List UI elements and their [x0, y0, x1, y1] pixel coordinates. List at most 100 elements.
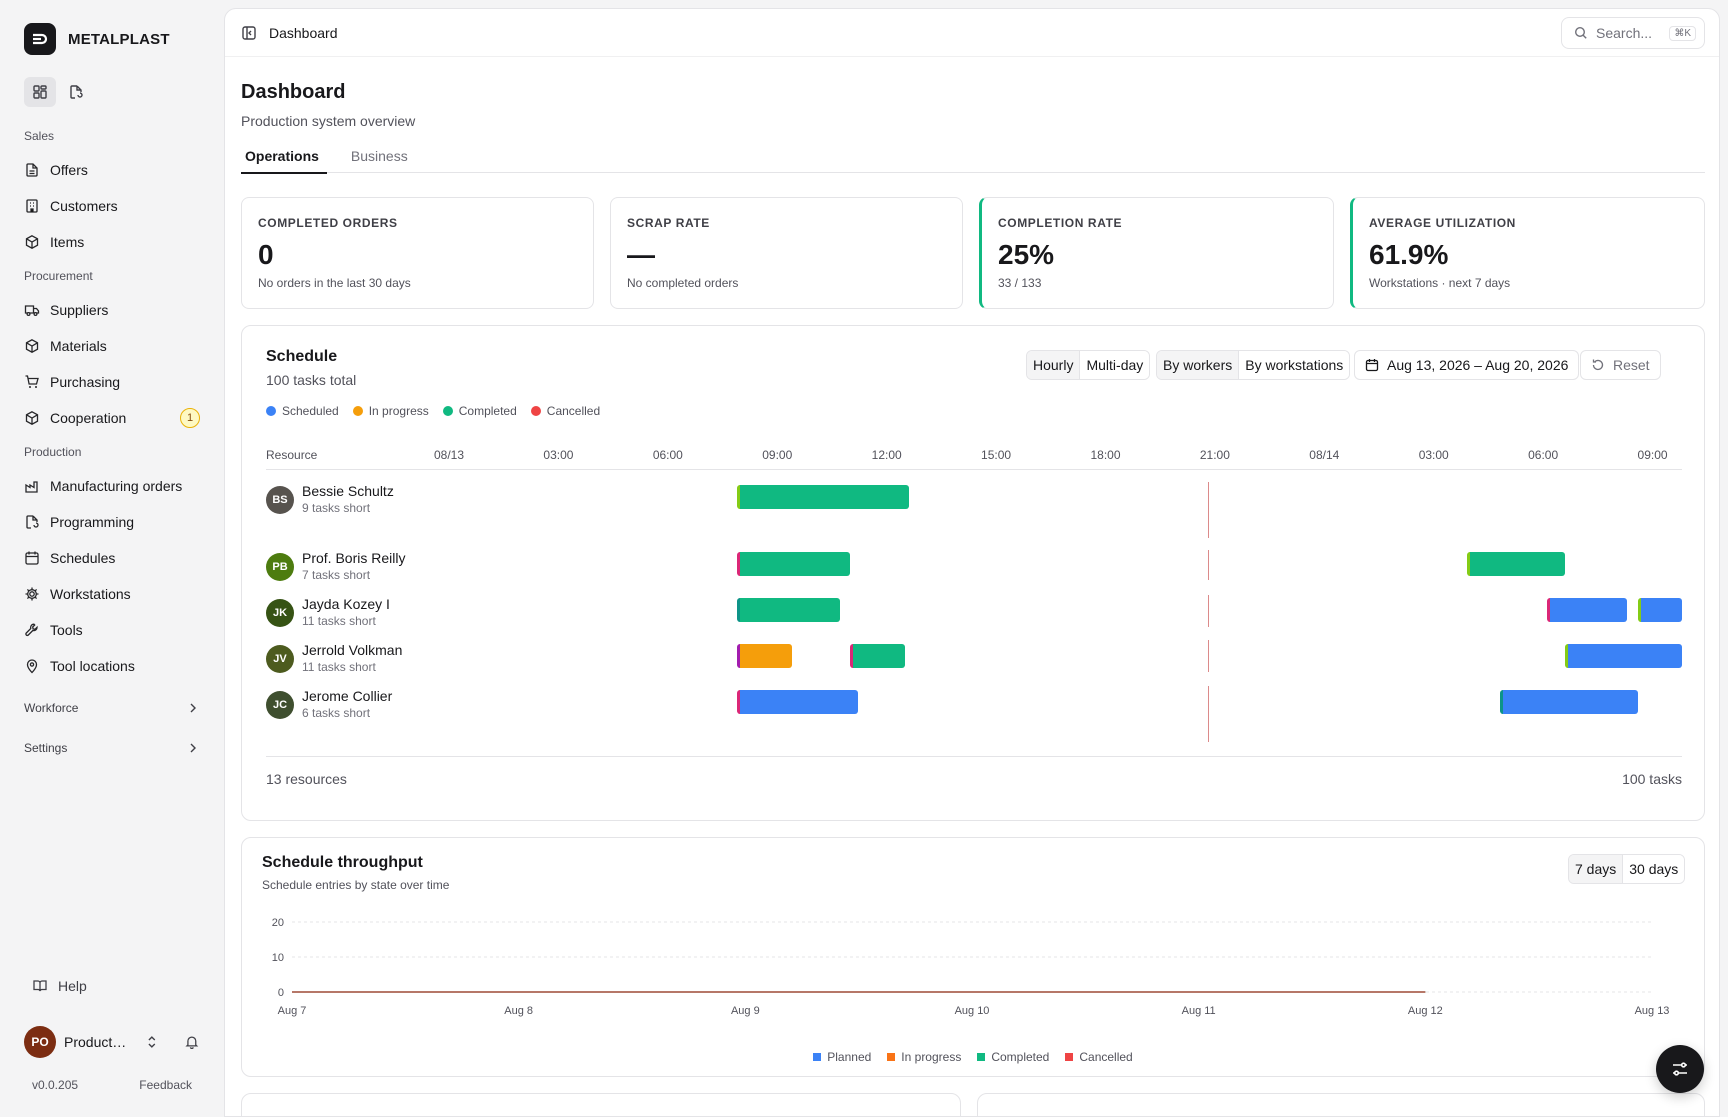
y-tick-label: 0: [278, 987, 284, 999]
dashboard-grid-button[interactable]: [24, 77, 56, 107]
task-bar-completed[interactable]: [850, 644, 906, 668]
sidebar-item-offers[interactable]: Offers: [14, 152, 210, 188]
sidebar-toggle-icon[interactable]: [241, 25, 257, 41]
kpi-label: COMPLETED ORDERS: [258, 216, 398, 230]
sidebar-item-cooperation[interactable]: Cooperation 1: [14, 400, 210, 436]
kpi-cards: COMPLETED ORDERS 0 No orders in the last 3…: [241, 197, 1705, 309]
page-subtitle: Production system overview: [241, 113, 416, 129]
sidebar-item-label: Cooperation: [50, 410, 127, 426]
date-range-picker[interactable]: Aug 13, 2026 – Aug 20, 2026: [1354, 350, 1580, 380]
sidebar-item-label: Items: [50, 234, 85, 250]
nav-section-label: Procurement: [24, 269, 93, 283]
reset-button[interactable]: Reset: [1580, 350, 1661, 380]
range-7-days[interactable]: 7 days: [1569, 855, 1624, 883]
resource-task-summary: 7 tasks short: [302, 568, 371, 582]
sidebar-item-tool-locations[interactable]: Tool locations: [14, 648, 210, 684]
task-bar-in-progress[interactable]: [737, 644, 793, 668]
file-code-icon: [26, 515, 39, 529]
search-icon: [1574, 26, 1587, 39]
tabs: Operations Business: [241, 139, 1705, 174]
sidebar-item-suppliers[interactable]: Suppliers: [14, 292, 210, 328]
kpi-value: 0: [258, 239, 274, 270]
sidebar-item-customers[interactable]: Customers: [14, 188, 210, 224]
tab-business[interactable]: Business: [350, 148, 408, 164]
date-range-label: Aug 13, 2026 – Aug 20, 2026: [1387, 357, 1569, 373]
sidebar-item-workstations[interactable]: Workstations: [14, 576, 210, 612]
user-menu[interactable]: PO Production Operator: [14, 1024, 210, 1060]
group-mode-by-workstations[interactable]: By workstations: [1239, 351, 1350, 379]
task-bar-scheduled[interactable]: [1638, 598, 1682, 622]
resource-name[interactable]: Jerrold Volkman: [302, 642, 403, 658]
breadcrumb[interactable]: Dashboard: [269, 24, 338, 41]
sidebar-item-schedules[interactable]: Schedules: [14, 540, 210, 576]
settings-fab[interactable]: [1656, 1045, 1704, 1093]
task-bar-scheduled[interactable]: [1565, 644, 1682, 668]
task-bar-scheduled[interactable]: [1499, 690, 1639, 714]
brand[interactable]: METALPLAST: [24, 23, 170, 55]
search-shortcut: ⌘K: [1669, 25, 1696, 41]
throughput-chart: 0 10 20 Aug 7 Aug 8 Aug 9 Aug 10 Aug 11 Aug 12 Au…: [272, 917, 1670, 1017]
schedule-subtitle: 100 tasks total: [266, 372, 357, 388]
sidebar-item-materials[interactable]: Materials: [14, 328, 210, 364]
task-bar-scheduled[interactable]: [737, 690, 858, 714]
kpi-label: AVERAGE UTILIZATION: [1369, 216, 1516, 230]
time-tick-label: 08/14: [1309, 448, 1340, 462]
view-mode-hourly[interactable]: Hourly: [1027, 351, 1081, 379]
legend-dot: [530, 406, 541, 416]
main-panel: Dashboard Search... ⌘K Dashboard Product…: [224, 8, 1720, 1117]
range-30-days[interactable]: 30 days: [1623, 855, 1685, 883]
kpi-subtext: 33 / 133: [998, 276, 1042, 290]
wrench-icon: [25, 623, 38, 637]
legend-label: In progress: [901, 1050, 962, 1064]
time-tick-label: 08/13: [434, 448, 465, 462]
sidebar-item-label: Purchasing: [50, 374, 121, 390]
task-bar-completed[interactable]: [737, 552, 851, 576]
sidebar-item-manufacturing-orders[interactable]: Manufacturing orders: [14, 468, 210, 504]
throughput-range-toggle: 7 days 30 days: [1568, 854, 1686, 884]
legend-label: Completed: [458, 404, 517, 418]
legend-label: Completed: [991, 1050, 1050, 1064]
kpi-subtext: Workstations · next 7 days: [1369, 276, 1511, 290]
resource-avatar: BS: [266, 486, 294, 514]
user-avatar: PO: [24, 1026, 56, 1058]
building-icon: [26, 199, 38, 213]
file-sync-button[interactable]: [60, 77, 92, 107]
calendar-icon: [1365, 359, 1379, 372]
sidebar-item-purchasing[interactable]: Purchasing: [14, 364, 210, 400]
sidebar-group-settings[interactable]: Settings: [14, 728, 210, 768]
task-bar-completed[interactable]: [1466, 552, 1566, 576]
resource-column-header: Resource: [266, 448, 318, 462]
sidebar-item-label: Manufacturing orders: [50, 478, 183, 494]
task-bar-completed[interactable]: [737, 598, 840, 622]
kpi-card: AVERAGE UTILIZATION 61.9% Workstations · n…: [1350, 197, 1705, 309]
task-bar-completed[interactable]: [737, 485, 909, 509]
legend-item: Planned: [813, 1050, 871, 1064]
sidebar-item-items[interactable]: Items: [14, 224, 210, 260]
resource-name[interactable]: Prof. Boris Reilly: [302, 550, 406, 566]
version-label: v0.0.205: [32, 1078, 79, 1092]
task-bar-scheduled[interactable]: [1547, 598, 1628, 622]
bell-icon[interactable]: [184, 1034, 200, 1050]
sidebar-item-tools[interactable]: Tools: [14, 612, 210, 648]
nav-section-label: Production: [24, 445, 82, 459]
view-mode-toggle: Hourly Multi-day: [1026, 350, 1151, 380]
resource-name[interactable]: Bessie Schultz: [302, 483, 394, 499]
chevrons-up-down-icon: [148, 1036, 155, 1048]
group-mode-by-workers[interactable]: By workers: [1157, 351, 1240, 379]
schedule-legend: Scheduled In progress Completed Cancelled: [266, 404, 600, 418]
sidebar-group-workforce[interactable]: Workforce: [14, 688, 210, 728]
sidebar-item-programming[interactable]: Programming: [14, 504, 210, 540]
resource-name[interactable]: Jerome Collier: [302, 688, 393, 704]
legend-label: Scheduled: [282, 404, 339, 418]
resource-task-summary: 11 tasks short: [302, 614, 376, 628]
resource-avatar: JC: [266, 691, 294, 719]
view-mode-multi-day[interactable]: Multi-day: [1080, 351, 1150, 379]
tab-operations[interactable]: Operations: [241, 139, 327, 174]
feedback-link[interactable]: Feedback: [139, 1078, 192, 1092]
search-input[interactable]: Search... ⌘K: [1561, 17, 1705, 49]
help-link[interactable]: Help: [14, 972, 210, 1000]
resource-name[interactable]: Jayda Kozey I: [302, 596, 390, 612]
schedule-footer: 13 resources 100 tasks: [266, 756, 1682, 787]
user-name: Production Operator: [64, 1034, 129, 1050]
legend-item: Completed: [977, 1050, 1049, 1064]
